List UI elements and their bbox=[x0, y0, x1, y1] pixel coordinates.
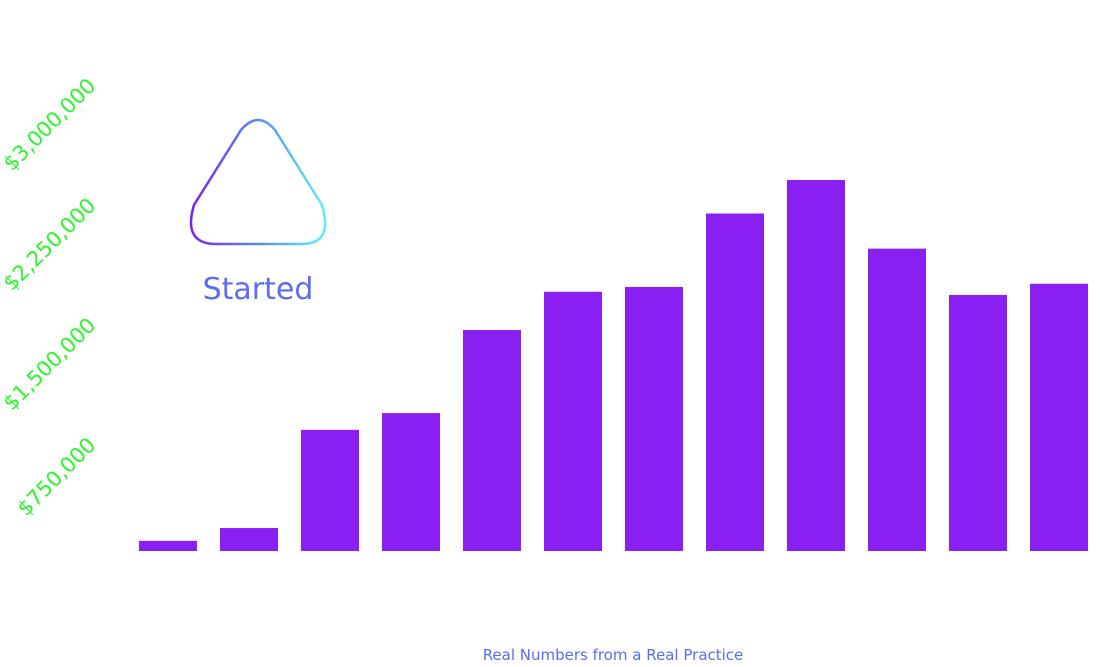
chart-caption: Real Numbers from a Real Practice bbox=[482, 646, 744, 664]
bar-8 bbox=[706, 213, 764, 552]
bar-4 bbox=[382, 413, 440, 551]
bar-9 bbox=[787, 179, 845, 551]
bar-1 bbox=[139, 540, 197, 551]
bar-3 bbox=[301, 429, 359, 551]
rounded-triangle-icon bbox=[189, 118, 327, 246]
y-tick-label: $750,000 bbox=[13, 433, 101, 521]
status-label: Started bbox=[202, 272, 314, 307]
y-tick-label: $2,250,000 bbox=[0, 193, 101, 295]
bar-6 bbox=[544, 291, 602, 551]
bar-11 bbox=[949, 294, 1007, 551]
bar-10 bbox=[868, 248, 926, 551]
bar-5 bbox=[463, 330, 521, 551]
bar-12 bbox=[1030, 283, 1088, 551]
y-tick-label: $1,500,000 bbox=[0, 313, 101, 415]
bar-7 bbox=[625, 286, 683, 551]
y-tick-label: $3,000,000 bbox=[0, 74, 101, 176]
bar-2 bbox=[220, 528, 278, 551]
